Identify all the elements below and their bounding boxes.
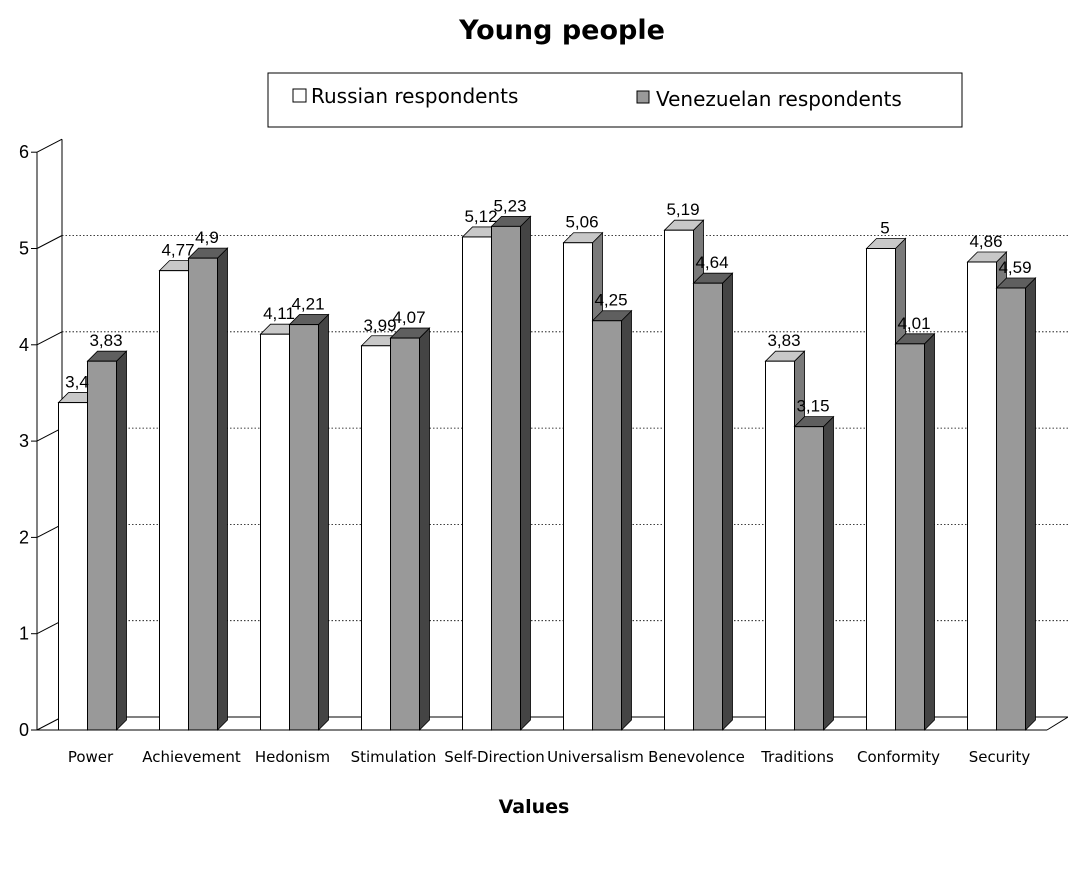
data-label: 3,99 <box>363 316 396 335</box>
y-depth-connector <box>36 138 63 153</box>
bar-side <box>621 309 632 731</box>
bar-front <box>159 270 189 731</box>
data-label: 4,25 <box>594 291 627 310</box>
bar-side <box>1025 277 1036 731</box>
y-depth-connector <box>36 620 63 635</box>
bar-front <box>462 236 492 731</box>
data-label: 3,15 <box>796 397 829 416</box>
bar-venezuelan <box>490 215 532 731</box>
bars-layer <box>57 215 1037 731</box>
bar-side <box>419 327 430 731</box>
bar-side <box>116 350 127 731</box>
labels-layer: 3,4 3,83 Power 4,774,9 Achievement 4,114,21 He… <box>65 196 1031 766</box>
category-label: Hedonism <box>255 748 330 766</box>
category-label: Traditions <box>760 748 834 766</box>
y-tick-label: 1 <box>19 624 29 644</box>
data-label: 5,23 <box>493 196 526 215</box>
y-tick-label: 4 <box>19 335 29 355</box>
y-tick-label: 6 <box>19 142 29 162</box>
bar-venezuelan <box>288 313 330 731</box>
floor-right-edge <box>1046 716 1068 731</box>
category-label: Benevolence <box>648 748 745 766</box>
y-depth-connector <box>36 716 63 731</box>
bar-front <box>491 225 521 731</box>
legend: Russian respondents Venezuelan responden… <box>267 72 963 128</box>
bar-venezuelan <box>86 350 128 731</box>
category-label: Power <box>68 748 114 766</box>
bar-front <box>693 282 723 731</box>
data-label: 4,07 <box>392 308 425 327</box>
bar-front <box>289 324 319 731</box>
x-axis-label: Values <box>499 796 570 818</box>
data-label: 4,01 <box>897 314 930 333</box>
bar-front <box>765 360 795 731</box>
data-label: 4,86 <box>969 232 1002 251</box>
bar-front <box>87 360 117 731</box>
legend-swatch-venezuelan <box>636 90 650 104</box>
bar-side <box>722 272 733 731</box>
data-label: 3,83 <box>767 331 800 350</box>
data-label: 4,9 <box>195 228 219 247</box>
category-label: Achievement <box>142 748 241 766</box>
y-depth-connector <box>36 235 63 249</box>
bar-front <box>390 337 420 731</box>
bar-front <box>996 287 1026 731</box>
bar-front <box>563 242 593 731</box>
data-label: 4,59 <box>998 258 1031 277</box>
bar-venezuelan <box>591 309 633 731</box>
bar-russian <box>461 225 503 731</box>
data-label: 5,12 <box>464 207 497 226</box>
legend-box <box>267 72 963 128</box>
data-label: 4,77 <box>161 241 194 260</box>
category-label: Conformity <box>857 748 940 766</box>
bar-venezuelan <box>389 327 431 731</box>
bar-side <box>823 415 834 731</box>
category-label: Security <box>969 748 1031 766</box>
y-depth-connector <box>36 331 63 346</box>
bar-front <box>967 261 997 731</box>
bar-side <box>924 332 935 731</box>
bar-venezuelan <box>995 277 1037 731</box>
bar-side <box>217 247 228 731</box>
data-label: 4,11 <box>263 304 295 323</box>
bar-front <box>58 402 88 731</box>
y-tick-label: 2 <box>19 527 29 547</box>
y-tick-label: 3 <box>19 431 29 451</box>
y-tick-label: 0 <box>19 720 29 740</box>
bar-front <box>794 426 824 731</box>
data-label: 4,21 <box>291 295 324 314</box>
bar-venezuelan <box>692 272 734 731</box>
chart-title: Young people <box>458 15 665 46</box>
legend-label-russian: Russian respondents <box>311 84 518 108</box>
data-label: 3,83 <box>89 331 122 350</box>
data-label: 5,06 <box>565 213 598 232</box>
bar-front <box>895 343 925 731</box>
category-label: Stimulation <box>351 748 437 766</box>
bar-venezuelan <box>187 247 229 731</box>
legend-swatch-russian <box>292 88 307 103</box>
bar-venezuelan <box>894 332 936 731</box>
bar-front <box>361 345 391 731</box>
data-label: 3,4 <box>65 373 89 392</box>
data-label: 5,19 <box>666 200 699 219</box>
bar-front <box>592 320 622 731</box>
bar-front <box>866 248 896 731</box>
bar-side <box>318 313 329 731</box>
data-label: 5 <box>880 219 889 238</box>
bar-front <box>188 257 218 731</box>
bar-front <box>664 229 694 731</box>
y-tick-label: 5 <box>19 239 29 259</box>
y-depth-connector <box>36 427 63 442</box>
bar-venezuelan <box>793 415 835 731</box>
category-label: Self-Direction <box>444 748 545 766</box>
legend-label-venezuelan: Venezuelan respondents <box>656 87 902 111</box>
category-label: Universalism <box>547 748 644 766</box>
bar-front <box>260 333 290 731</box>
data-label: 4,64 <box>695 253 728 272</box>
bar-side <box>520 215 531 731</box>
y-depth-connector <box>36 523 63 538</box>
